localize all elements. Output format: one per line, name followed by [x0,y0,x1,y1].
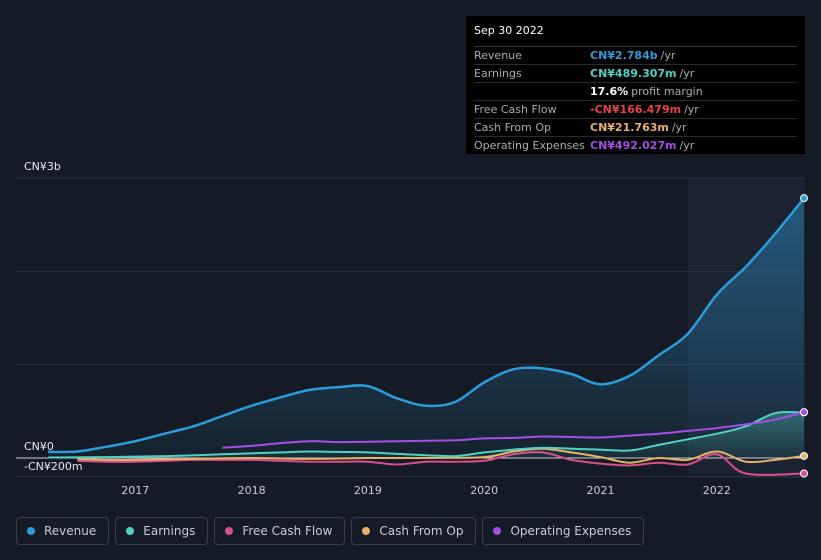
tooltip-row-unit: /yr [679,67,695,80]
chart-tooltip: Sep 30 2022 Revenue CN¥2.784b/yr Earnings C… [466,16,805,154]
legend-label: Operating Expenses [510,524,632,538]
tooltip-row-label: Operating Expenses [474,139,585,152]
tooltip-row-value: CN¥2.784b [590,49,658,62]
tooltip-row-label [474,83,590,100]
tooltip-row-label: Cash From Op [474,121,552,134]
tooltip-row-unit: /yr [679,139,695,152]
legend-dot-icon [225,527,234,535]
operating-expenses-end-marker [800,408,809,417]
tooltip-row-value: CN¥21.763m [590,121,669,134]
operating-expenses-line [222,411,805,449]
legend-item-free-cash-flow[interactable]: Free Cash Flow [214,517,346,545]
tooltip-row-value: CN¥492.027m [590,139,677,152]
tooltip-row-unit: profit margin [631,85,703,98]
x-tick-label: 2020 [470,484,498,497]
earnings-line [48,410,805,459]
tooltip-row: Cash From Op CN¥21.763m/yr [474,119,797,137]
tooltip-row-value: 17.6% [590,85,629,98]
legend-item-operating-expenses[interactable]: Operating Expenses [482,517,645,545]
tooltip-row: Earnings CN¥489.307m/yr [474,65,797,83]
y-tick-label: CN¥0 [24,440,54,453]
tooltip-row-label: Earnings [474,67,522,80]
tooltip-row: Operating Expenses CN¥492.027m/yr [474,137,797,154]
tooltip-row-label: Free Cash Flow [474,103,557,116]
legend-label: Revenue [44,524,97,538]
earnings-area [48,411,805,458]
tooltip-date: Sep 30 2022 [474,22,797,47]
legend-dot-icon [27,527,35,535]
tooltip-row-unit: /yr [684,103,699,116]
x-tick-label: 2021 [587,484,615,497]
y-tick-label: CN¥3b [24,160,61,173]
revenue-area [48,198,805,458]
revenue-line [48,197,805,454]
y-tick-label: -CN¥200m [24,460,83,473]
tooltip-row-value: -CN¥166.479m [590,103,682,116]
revenue-end-marker [800,194,809,203]
legend-label: Cash From Op [379,524,464,538]
legend-item-revenue[interactable]: Revenue [16,517,110,545]
cash-from-op-line [77,447,805,464]
legend-label: Earnings [143,524,196,538]
legend-item-cash-from-op[interactable]: Cash From Op [351,517,477,545]
free-cash-flow-end-marker [800,469,809,478]
chart-legend: Revenue Earnings Free Cash Flow Cash From O… [16,517,645,547]
tooltip-row-unit: /yr [660,49,676,62]
tooltip-row-value: CN¥489.307m [590,67,677,80]
x-tick-label: 2017 [121,484,149,497]
tooltip-row-label: Revenue [474,49,522,62]
legend-dot-icon [126,527,135,535]
x-tick-label: 2022 [703,484,731,497]
cash-from-op-end-marker [800,451,809,460]
tooltip-row: Revenue CN¥2.784b/yr [474,47,797,65]
legend-dot-icon [493,527,502,535]
tooltip-row: Free Cash Flow -CN¥166.479m/yr [474,101,797,119]
x-tick-label: 2019 [354,484,382,497]
legend-label: Free Cash Flow [242,524,333,538]
legend-item-earnings[interactable]: Earnings [115,517,209,545]
chart: CN¥3b CN¥0 -CN¥200m 2017 2018 2019 2020 2021 202… [16,160,809,497]
tooltip-row: 17.6% profit margin [474,83,797,101]
x-tick-label: 2018 [238,484,266,497]
tooltip-row-unit: /yr [671,121,687,134]
legend-dot-icon [362,527,371,535]
